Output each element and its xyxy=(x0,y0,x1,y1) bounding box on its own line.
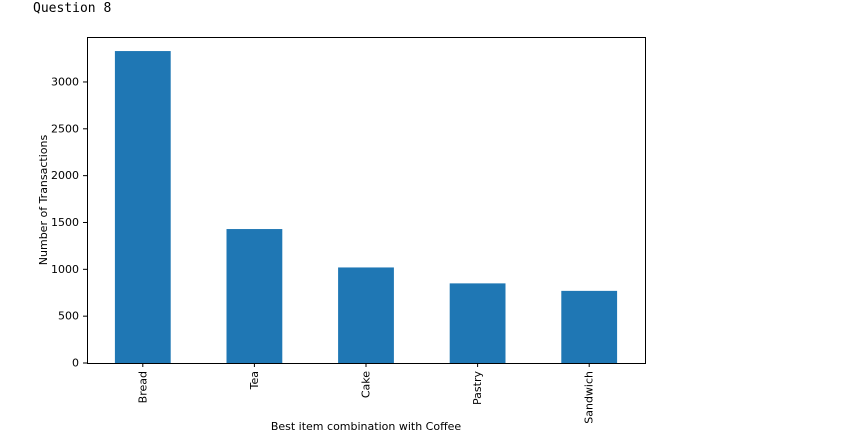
plot-frame xyxy=(87,37,646,364)
y-axis-label: Number of Transactions xyxy=(37,135,50,266)
bar-cake xyxy=(338,267,394,363)
x-tick-label: Sandwich xyxy=(583,371,596,424)
bar-sandwich xyxy=(561,290,618,363)
y-tick-label: 1000 xyxy=(51,263,79,276)
x-tick-label: Tea xyxy=(248,371,261,390)
x-tick-label: Cake xyxy=(360,371,373,398)
bar-pastry xyxy=(449,283,506,363)
x-axis-label: Best item combination with Coffee xyxy=(271,420,462,433)
y-tick-label: 500 xyxy=(58,310,79,323)
y-tick-label: 3000 xyxy=(51,75,79,88)
cell-output-text: Question 8 xyxy=(33,1,112,16)
x-tick-label: Pastry xyxy=(471,371,484,405)
bar-bread xyxy=(114,51,171,363)
bar-tea xyxy=(226,229,283,363)
y-tick-label: 2000 xyxy=(51,169,79,182)
y-axis-ticks: 0 500 1000 1500 2000 2500 3000 xyxy=(51,75,87,370)
x-tick-label: Bread xyxy=(136,371,149,403)
y-tick-label: 1500 xyxy=(51,216,79,229)
bars-group xyxy=(114,51,618,363)
x-axis-ticks: Bread Tea Cake Pastry Sandwich xyxy=(136,363,596,424)
y-tick-label: 2500 xyxy=(51,122,79,135)
y-tick-label: 0 xyxy=(72,357,79,370)
